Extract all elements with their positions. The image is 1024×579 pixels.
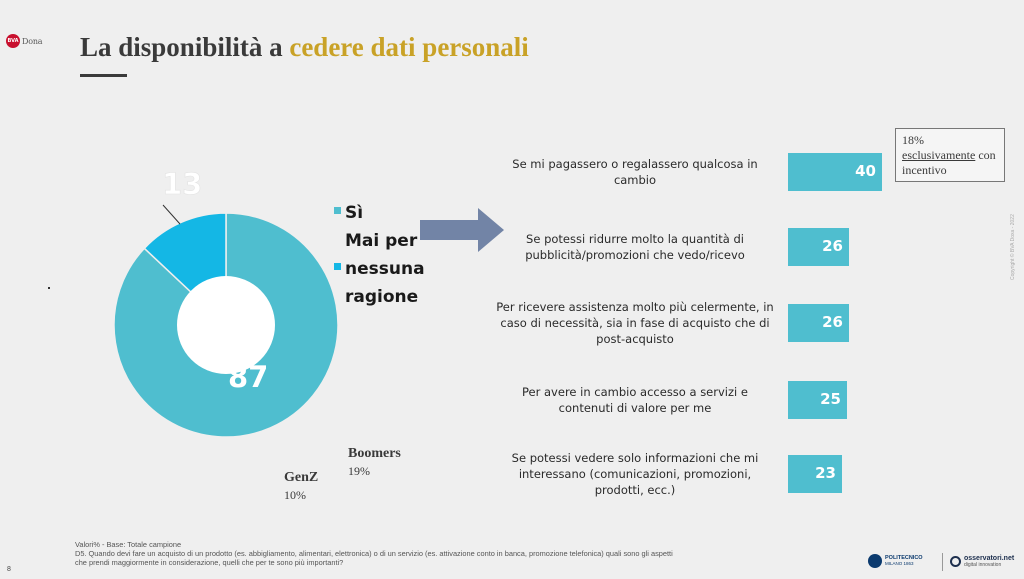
polimi-seal-icon	[868, 554, 882, 568]
bar-value-3: 26	[822, 313, 843, 331]
boomers-label: Boomers	[348, 446, 401, 461]
bar-value-1: 40	[855, 162, 876, 180]
footnote-base: Valori% - Base: Totale campione	[75, 540, 182, 549]
right-arrow-icon	[420, 208, 504, 252]
bar-5: 23	[788, 455, 842, 493]
bva-logo-icon: BVA	[6, 34, 20, 48]
legend-item-mai-row: nessuna	[334, 259, 425, 279]
legend-item-mai: Mai per nessuna ragione	[334, 227, 425, 311]
bar-label-line: interessano (comunicazioni, promozioni,	[518, 467, 752, 481]
donut-segment-mai	[143, 212, 227, 327]
legend-label-mai-1: Mai per	[345, 231, 418, 251]
copyright-notice: Copyright © BVA Doxa - 2022	[1010, 214, 1016, 280]
callout-line1: 18%	[902, 133, 924, 147]
brand-logo-text: Dona	[22, 36, 43, 46]
title-highlight: cedere dati personali	[289, 32, 529, 62]
stray-dot	[48, 287, 50, 289]
callout-underlined: esclusivamente	[902, 148, 976, 162]
boomers-pct: 19%	[348, 464, 370, 478]
page-number: 8	[7, 566, 11, 573]
logo-divider	[942, 553, 943, 571]
bar-label-4: Per avere in cambio accesso a servizi e c…	[490, 384, 780, 416]
boomers-stat: Boomers 19%	[348, 446, 401, 479]
bar-label-line: pubblicità/promozioni che vedo/ricevo	[525, 248, 745, 262]
polimi-logo: POLITECNICO MILANO 1863	[868, 554, 923, 568]
legend-item-si: Sì	[334, 199, 425, 227]
incentive-callout: 18% esclusivamente con incentivo	[895, 128, 1005, 182]
genz-label: GenZ	[284, 470, 319, 485]
osservatori-logo: osservatori.net digital innovation	[950, 555, 1014, 568]
donut-legend: Sì Mai per nessuna ragione	[334, 199, 425, 311]
osservatori-sub: digital innovation	[964, 562, 1002, 568]
bar-label-line: Per avere in cambio accesso a servizi e	[522, 385, 748, 399]
title-underline	[80, 74, 127, 77]
footnote-question-1: D5. Quando devi fare un acquisto di un p…	[75, 549, 673, 558]
bar-label-line: post-acquisto	[596, 332, 674, 346]
legend-swatch-si	[334, 207, 341, 214]
bar-label-line: prodotti, ecc.)	[594, 483, 676, 497]
callout-line3: incentivo	[902, 163, 947, 177]
bar-2: 26	[788, 228, 849, 266]
osservatori-name: osservatori.net	[964, 555, 1015, 562]
legend-label-mai-3: ragione	[345, 287, 419, 307]
bar-label-line: contenuti di valore per me	[558, 401, 712, 415]
donut-value-si: 87	[228, 360, 269, 394]
bar-label-line: cambio	[613, 173, 657, 187]
donut-value-mai: 13	[162, 167, 203, 202]
bar-label-3: Per ricevere assistenza molto più celerm…	[490, 299, 780, 347]
page-title: La disponibilità a cedere dati personali	[80, 32, 529, 63]
legend-swatch-mai	[334, 263, 341, 270]
footnote-question-2: che prendi maggiormente in considerazion…	[75, 558, 344, 567]
footnote: Valori% - Base: Totale campione D5. Quan…	[75, 540, 855, 567]
polimi-name: POLITECNICO	[885, 555, 923, 561]
callout-line2-tail: con	[975, 148, 996, 162]
bar-label-line: Se mi pagassero o regalassero qualcosa i…	[512, 157, 758, 171]
genz-stat: GenZ 10%	[284, 470, 318, 503]
leader-line	[162, 204, 181, 225]
polimi-sub: MILANO 1863	[885, 561, 914, 566]
osservatori-ring-icon	[950, 556, 961, 567]
title-prefix: La disponibilità a	[80, 32, 290, 62]
genz-pct: 10%	[284, 488, 306, 502]
bar-label-line: Se potessi ridurre molto la quantità di	[526, 232, 744, 246]
bar-1: 40	[788, 153, 882, 191]
bar-value-5: 23	[815, 464, 836, 482]
bar-label-line: caso di necessità, sia in fase di acquis…	[500, 316, 770, 330]
donut-segment-si	[113, 212, 339, 438]
bar-value-2: 26	[822, 237, 843, 255]
bar-value-4: 25	[820, 390, 841, 408]
legend-label-si: Sì	[345, 203, 364, 223]
bar-label-5: Se potessi vedere solo informazioni che …	[490, 450, 780, 498]
bar-4: 25	[788, 381, 847, 419]
bar-3: 26	[788, 304, 849, 342]
brand-logo: BVA Dona	[6, 34, 43, 48]
bar-label-2: Se potessi ridurre molto la quantità di p…	[490, 231, 780, 263]
bar-label-line: Se potessi vedere solo informazioni che …	[511, 451, 759, 465]
bar-label-line: Per ricevere assistenza molto più celerm…	[496, 300, 774, 314]
bar-label-1: Se mi pagassero o regalassero qualcosa i…	[490, 156, 780, 188]
legend-label-mai-2: nessuna	[345, 259, 425, 279]
